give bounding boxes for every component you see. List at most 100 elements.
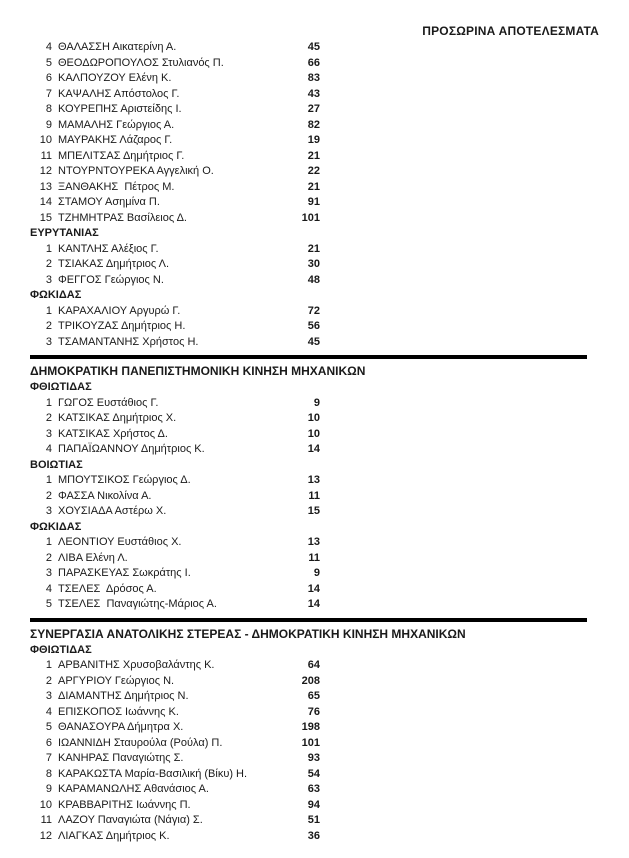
vote-count: 208 (301, 674, 320, 687)
candidate-rank: 5 (45, 56, 52, 69)
candidate-name: ΚΑΤΣΙΚΑΣ Δημήτριος Χ. (58, 412, 177, 424)
candidate-name: ΜΑΥΡΑΚΗΣ Λάζαρος Γ. (58, 134, 173, 146)
candidate-row: 1 ΜΠΟΥΤΣΙΚΟΣ Γεώργιος Δ. 13 (30, 473, 320, 489)
candidate-rank: 3 (45, 505, 52, 517)
candidate-rank: 4 (45, 41, 52, 53)
candidate-name: ΠΑΠΑΪΩΑΝΝΟΥ Δημήτριος Κ. (58, 443, 205, 455)
candidate-row: 15 ΤΖΗΜΗΤΡΑΣ Βασίλειος Δ. 101 (30, 211, 320, 227)
vote-count: 54 (307, 767, 320, 780)
vote-count: 13 (307, 474, 320, 486)
candidate-row: 10 ΜΑΥΡΑΚΗΣ Λάζαρος Γ. 19 (30, 133, 320, 149)
candidate-name: ΛΙΒΑ Ελένη Λ. (58, 551, 128, 564)
candidate-row: 2 ΛΙΒΑ Ελένη Λ. 11 (30, 551, 320, 567)
candidate-name: ΜΠΟΥΤΣΙΚΟΣ Γεώργιος Δ. (58, 474, 191, 486)
candidate-rank: 3 (45, 427, 52, 440)
prefecture-header: ΒΟΙΩΤΙΑΣ (30, 458, 83, 471)
vote-count: 11 (308, 489, 320, 502)
candidate-name: ΤΣΙΑΚΑΣ Δημήτριος Λ. (58, 258, 170, 270)
candidate-row: 2 ΚΑΤΣΙΚΑΣ Δημήτριος Χ. 10 (30, 411, 320, 427)
vote-count: 66 (307, 56, 320, 69)
candidate-name: ΓΩΓΟΣ Ευστάθιος Γ. (58, 396, 159, 409)
candidate-row: 6 ΚΑΛΠΟΥΖΟΥ Ελένη Κ. 83 (30, 71, 320, 87)
candidate-name: ΑΡΓΥΡΙΟΥ Γεώργιος Ν. (58, 674, 175, 687)
candidate-rank: 6 (45, 72, 52, 84)
candidate-rank: 1 (45, 659, 52, 671)
vote-count: 76 (307, 705, 320, 718)
candidate-rank: 9 (45, 783, 52, 795)
vote-count: 9 (313, 567, 320, 579)
vote-count: 19 (307, 134, 320, 146)
candidate-rank: 15 (39, 211, 52, 224)
vote-count: 27 (307, 103, 320, 115)
vote-count: 30 (307, 258, 320, 270)
vote-count: 64 (307, 659, 320, 671)
candidate-rank: 1 (45, 536, 52, 548)
vote-count: 10 (307, 412, 320, 424)
candidate-row: 2 ΦΑΣΣΑ Νικολίνα Α. 11 (30, 489, 320, 505)
candidate-row: 11 ΛΑΖΟΥ Παναγιώτα (Νάγια) Σ. 51 (30, 813, 320, 829)
candidate-name: ΤΡΙΚΟΥΖΑΣ Δημήτριος Η. (58, 320, 186, 332)
candidate-row: 4 ΠΑΠΑΪΩΑΝΝΟΥ Δημήτριος Κ. 14 (30, 442, 320, 458)
candidate-row: 12 ΛΙΑΓΚΑΣ Δημήτριος Κ. 36 (30, 829, 320, 845)
candidate-rank: 1 (45, 304, 52, 317)
candidate-name: ΦΕΓΓΟΣ Γεώργιος Ν. (58, 273, 164, 286)
candidate-name: ΘΕΟΔΩΡΟΠΟΥΛΟΣ Στυλιανός Π. (58, 56, 224, 69)
party-divider-rule (30, 617, 587, 622)
candidate-name: ΚΑΨΑΛΗΣ Απόστολος Γ. (58, 87, 180, 100)
candidate-rank: 2 (45, 258, 52, 270)
candidate-name: ΚΑΝΤΛΗΣ Αλέξιος Γ. (58, 242, 159, 255)
candidate-row: 7 ΚΑΨΑΛΗΣ Απόστολος Γ. 43 (30, 87, 320, 103)
vote-count: 63 (307, 783, 320, 795)
candidate-row: 2 ΤΣΙΑΚΑΣ Δημήτριος Λ. 30 (30, 257, 320, 273)
candidate-rank: 2 (45, 412, 52, 424)
candidate-name: ΛΕΟΝΤΙΟΥ Ευστάθιος Χ. (58, 536, 182, 548)
candidate-row: 4 ΕΠΙΣΚΟΠΟΣ Ιωάννης Κ. 76 (30, 705, 320, 721)
vote-count: 13 (307, 536, 320, 548)
candidate-row: 10 ΚΡΑΒΒΑΡΙΤΗΣ Ιωάννης Π. 94 (30, 798, 320, 814)
candidate-row: 1 ΚΑΝΤΛΗΣ Αλέξιος Γ. 21 (30, 242, 320, 258)
vote-count: 101 (301, 736, 320, 749)
candidate-row: 1 ΚΑΡΑΧΑΛΙΟΥ Αργυρώ Γ. 72 (30, 304, 320, 320)
vote-count: 48 (307, 273, 320, 286)
candidate-rank: 4 (45, 443, 52, 455)
vote-count: 43 (307, 87, 320, 100)
candidate-name: ΧΟΥΣΙΑΔΑ Αστέρω Χ. (58, 505, 167, 517)
candidate-name: ΠΑΡΑΣΚΕΥΑΣ Σωκράτης Ι. (58, 567, 191, 579)
vote-count: 82 (307, 118, 320, 131)
candidate-rank: 2 (45, 320, 52, 332)
candidate-row: 3 ΠΑΡΑΣΚΕΥΑΣ Σωκράτης Ι. 9 (30, 566, 320, 582)
candidate-name: ΚΑΛΠΟΥΖΟΥ Ελένη Κ. (58, 72, 172, 84)
candidate-rank: 10 (39, 798, 52, 811)
vote-count: 45 (307, 335, 320, 348)
candidate-row: 1 ΑΡΒΑΝΙΤΗΣ Χρυσοβαλάντης Κ. 64 (30, 658, 320, 674)
candidate-row: 3 ΚΑΤΣΙΚΑΣ Χρήστος Δ. 10 (30, 427, 320, 443)
candidate-row: 11 ΜΠΕΛΙΤΣΑΣ Δημήτριος Γ. 21 (30, 149, 320, 165)
candidate-row: 3 ΤΣΑΜΑΝΤΑΝΗΣ Χρήστος Η. 45 (30, 335, 320, 351)
candidate-rank: 1 (45, 474, 52, 486)
candidate-rank: 9 (45, 118, 52, 131)
candidate-name: ΛΙΑΓΚΑΣ Δημήτριος Κ. (58, 829, 170, 842)
vote-count: 14 (307, 582, 320, 595)
vote-count: 22 (307, 165, 320, 177)
candidate-row: 5 ΘΕΟΔΩΡΟΠΟΥΛΟΣ Στυλιανός Π. 66 (30, 56, 320, 72)
candidate-name: ΚΑΡΑΚΩΣΤΑ Μαρία-Βασιλική (Βίκυ) Η. (58, 767, 248, 780)
candidate-row: 2 ΤΡΙΚΟΥΖΑΣ Δημήτριος Η. 56 (30, 319, 320, 335)
candidate-row: 14 ΣΤΑΜΟΥ Ασημίνα Π. 91 (30, 195, 320, 211)
candidate-rank: 11 (40, 814, 52, 826)
candidate-row: 1 ΓΩΓΟΣ Ευστάθιος Γ. 9 (30, 396, 320, 412)
candidate-name: ΘΑΝΑΣΟΥΡΑ Δήμητρα Χ. (58, 721, 184, 733)
candidate-rank: 6 (45, 736, 52, 749)
vote-count: 10 (307, 427, 320, 440)
candidate-name: ΤΣΑΜΑΝΤΑΝΗΣ Χρήστος Η. (58, 335, 199, 348)
candidate-rank: 7 (45, 752, 52, 764)
candidate-name: ΑΡΒΑΝΙΤΗΣ Χρυσοβαλάντης Κ. (58, 659, 215, 671)
candidate-row: 13 ΞΑΝΘΑΚΗΣ Πέτρος Μ. 21 (30, 180, 320, 196)
vote-count: 65 (307, 690, 320, 702)
candidate-row: 6 ΙΩΑΝΝΙΔΗ Σταυρούλα (Ρούλα) Π. 101 (30, 736, 320, 752)
candidate-row: 3 ΔΙΑΜΑΝΤΗΣ Δημήτριος Ν. 65 (30, 689, 320, 705)
vote-count: 198 (301, 721, 320, 733)
candidate-rank: 12 (39, 829, 52, 842)
vote-count: 45 (307, 41, 320, 53)
candidate-row: 1 ΛΕΟΝΤΙΟΥ Ευστάθιος Χ. 13 (30, 535, 320, 551)
prefecture-header: ΕΥΡΥΤΑΝΙΑΣ (30, 227, 99, 239)
